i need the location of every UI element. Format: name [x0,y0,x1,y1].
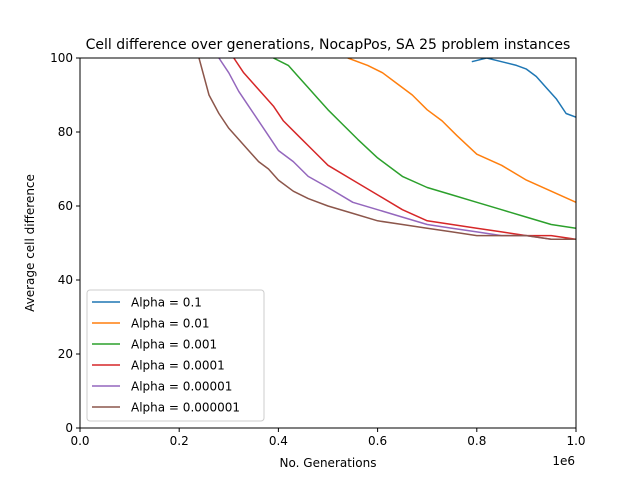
y-tick-label: 20 [58,347,73,361]
x-tick-label: 0.8 [467,434,486,448]
x-tick-label: 1.0 [566,434,585,448]
tick-layer: 0.0 0.2 0.4 0.6 0.8 1.0 0 20 40 60 80 100 [50,51,585,448]
series-line-2 [347,58,576,203]
series-line-4 [233,58,576,241]
legend-label: Alpha = 0.01 [131,317,210,331]
y-tick-label: 100 [50,51,73,65]
series-line-3 [273,58,576,229]
y-tick-label: 40 [58,273,73,287]
x-axis-offset-label: 1e6 [552,454,575,468]
legend-label: Alpha = 0.000001 [131,401,240,415]
x-tick-label: 0.0 [70,434,89,448]
series-line-6 [198,58,576,241]
legend-label: Alpha = 0.00001 [131,380,232,394]
x-tick-label: 0.2 [170,434,189,448]
x-axis-label: No. Generations [280,456,377,470]
legend-box [86,289,265,422]
y-tick-label: 80 [58,125,73,139]
y-axis-label: Average cell difference [23,174,37,312]
y-tick-label: 0 [65,421,73,435]
series-line-1 [471,58,576,118]
series-layer [198,58,576,241]
legend: Alpha = 0.1 Alpha = 0.01 Alpha = 0.001 Alph… [86,289,265,422]
legend-label: Alpha = 0.0001 [131,359,225,373]
series-line-5 [218,58,576,241]
x-tick-label: 0.6 [368,434,387,448]
x-tick-label: 0.4 [269,434,288,448]
legend-label: Alpha = 0.001 [131,338,217,352]
plot-frame [79,57,577,429]
legend-label: Alpha = 0.1 [131,296,202,310]
y-tick-label: 60 [58,199,73,213]
chart-title: Cell difference over generations, NocapP… [86,37,571,53]
